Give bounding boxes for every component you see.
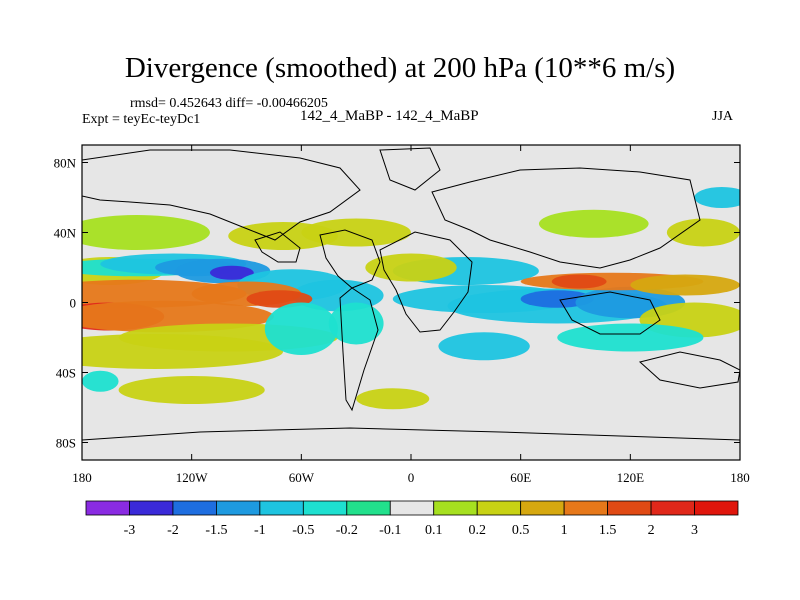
colorbar-label: -1.5 bbox=[205, 523, 227, 538]
divergence-feature bbox=[520, 290, 594, 308]
colorbar-label: 3 bbox=[691, 523, 698, 538]
x-tick-label: 120E bbox=[617, 470, 645, 485]
colorbar-swatch bbox=[563, 500, 609, 516]
colorbar-label: -2 bbox=[167, 523, 179, 538]
y-tick-label: 80N bbox=[54, 156, 77, 171]
divergence-feature bbox=[228, 222, 338, 250]
y-tick-label: 40N bbox=[54, 226, 77, 241]
divergence-feature bbox=[264, 302, 338, 355]
colorbar-label: -1 bbox=[254, 523, 266, 538]
coastline bbox=[82, 149, 361, 241]
x-tick-label: 120W bbox=[176, 470, 209, 485]
coastline bbox=[431, 167, 701, 269]
stats-text: rmsd= 0.452643 diff= -0.00466205 bbox=[130, 96, 328, 111]
divergence-feature bbox=[82, 334, 284, 369]
colorbar-swatch bbox=[172, 500, 217, 516]
divergence-feature bbox=[118, 376, 265, 404]
colorbar-swatch bbox=[476, 500, 522, 516]
colorbar-swatch bbox=[259, 500, 304, 516]
colorbar-label: -0.5 bbox=[292, 523, 314, 538]
colorbar-swatch bbox=[129, 500, 174, 516]
colorbar-label: 0.1 bbox=[425, 523, 443, 538]
colorbar-swatch bbox=[650, 500, 695, 516]
divergence-feature bbox=[438, 332, 530, 361]
colorbar-swatch bbox=[694, 500, 739, 516]
y-tick-label: 0 bbox=[70, 296, 77, 311]
colorbar-swatch bbox=[433, 500, 478, 516]
case-label: 142_4_MaBP - 142_4_MaBP bbox=[300, 108, 479, 124]
colorbar-swatch bbox=[520, 500, 565, 516]
y-tick-label: 40S bbox=[56, 366, 76, 381]
colorbar-label: -0.2 bbox=[336, 523, 358, 538]
coastline bbox=[379, 147, 441, 191]
colorbar-label: 2 bbox=[648, 523, 655, 538]
coastline bbox=[319, 229, 381, 289]
colorbar-swatch bbox=[85, 500, 130, 516]
divergence-feature bbox=[666, 218, 740, 247]
x-tick-label: 60E bbox=[510, 470, 531, 485]
colorbar-label: 0.2 bbox=[468, 523, 486, 538]
colorbar-label: 0.5 bbox=[512, 523, 530, 538]
coastline bbox=[82, 427, 740, 460]
colorbar-label: 1 bbox=[561, 523, 568, 538]
divergence-feature bbox=[630, 274, 740, 296]
colorbar-swatch bbox=[346, 500, 391, 516]
season-label: JJA bbox=[712, 109, 734, 124]
divergence-feature bbox=[365, 253, 457, 282]
divergence-feature bbox=[209, 265, 254, 280]
colorbar-swatch bbox=[389, 500, 435, 516]
coastline bbox=[254, 231, 301, 263]
divergence-feature bbox=[356, 388, 430, 410]
y-tick-label: 80S bbox=[56, 436, 76, 451]
divergence-feature bbox=[538, 209, 649, 238]
colorbar-swatch bbox=[215, 500, 261, 516]
colorbar-label: -3 bbox=[124, 523, 136, 538]
divergence-feature bbox=[551, 274, 607, 289]
colorbar-label: -0.1 bbox=[379, 523, 401, 538]
x-tick-label: 0 bbox=[408, 470, 415, 485]
divergence-feature bbox=[694, 187, 740, 208]
coastline bbox=[339, 287, 379, 412]
experiment-label: Expt = teyEc-teyDc1 bbox=[82, 112, 201, 127]
divergence-feature bbox=[557, 323, 704, 352]
colorbar-swatch bbox=[607, 500, 652, 516]
coastline bbox=[559, 291, 661, 335]
colorbar-label: 1.5 bbox=[599, 523, 617, 538]
coastline bbox=[379, 231, 473, 333]
divergence-feature bbox=[82, 215, 210, 250]
divergence-feature bbox=[82, 370, 119, 392]
coastline bbox=[638, 351, 740, 389]
x-tick-label: 180 bbox=[72, 470, 92, 485]
x-tick-label: 60W bbox=[289, 470, 315, 485]
colorbar-swatch bbox=[302, 500, 348, 516]
x-tick-label: 180 bbox=[730, 470, 750, 485]
page-title: Divergence (smoothed) at 200 hPa (10**6 … bbox=[124, 52, 676, 84]
